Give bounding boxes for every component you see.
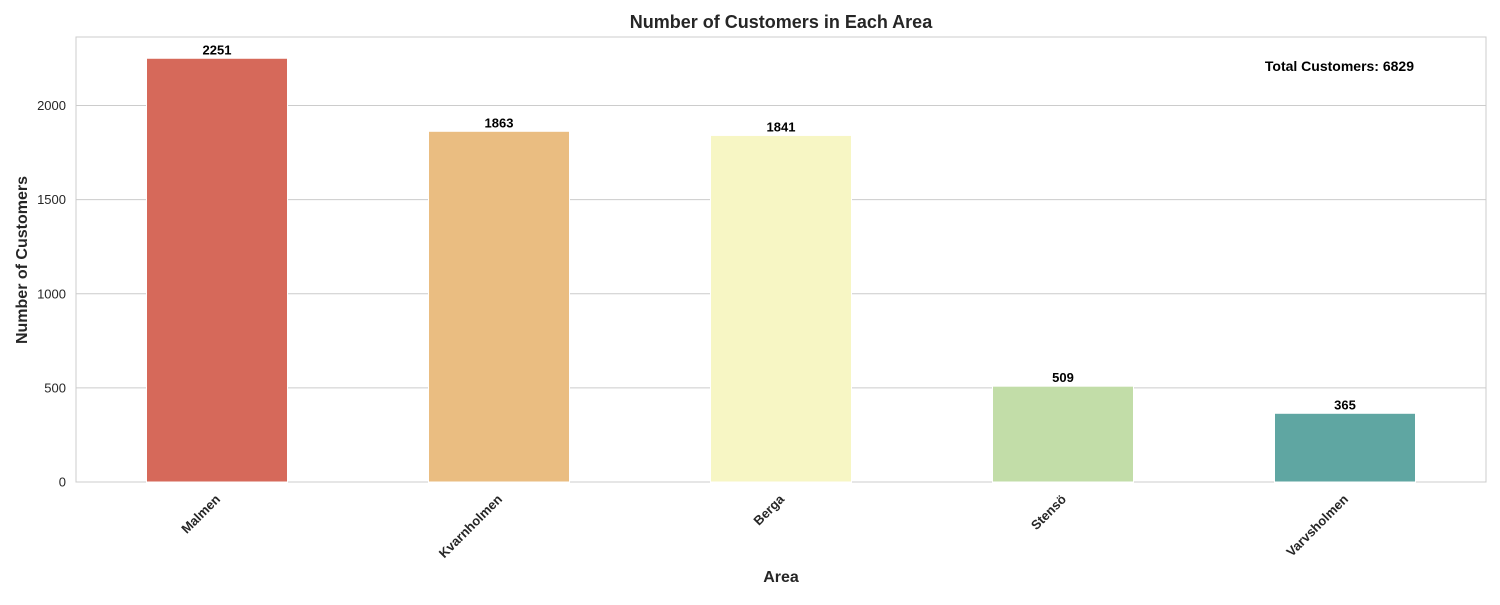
y-axis-ticks: 0 500 1000 1500 2000 xyxy=(37,98,66,489)
bar-stens- xyxy=(992,385,1134,483)
chart-title: Number of Customers in Each Area xyxy=(630,12,933,32)
bar-berga xyxy=(710,134,852,483)
bar-varvsholmen xyxy=(1274,412,1416,483)
y-tick-label: 2000 xyxy=(37,98,66,113)
bar-malmen xyxy=(146,57,288,483)
y-tick-label: 0 xyxy=(59,475,66,490)
bar-value-label: 1863 xyxy=(485,115,514,130)
y-tick-label: 500 xyxy=(44,380,66,395)
bars xyxy=(146,57,1416,483)
bar-value-label: 509 xyxy=(1052,370,1074,385)
bar-kvarnholmen xyxy=(428,130,570,483)
bar-value-label: 1841 xyxy=(767,119,796,134)
total-customers-annotation: Total Customers: 6829 xyxy=(1265,58,1414,74)
y-tick-label: 1000 xyxy=(37,286,66,301)
y-tick-label: 1500 xyxy=(37,192,66,207)
bar-value-label: 365 xyxy=(1334,397,1356,412)
x-axis-label: Area xyxy=(763,569,799,586)
bar-value-labels: 2251 1863 1841 509 365 xyxy=(203,42,1356,412)
bar-value-label: 2251 xyxy=(203,42,232,57)
y-axis-label: Number of Customers xyxy=(14,176,31,344)
